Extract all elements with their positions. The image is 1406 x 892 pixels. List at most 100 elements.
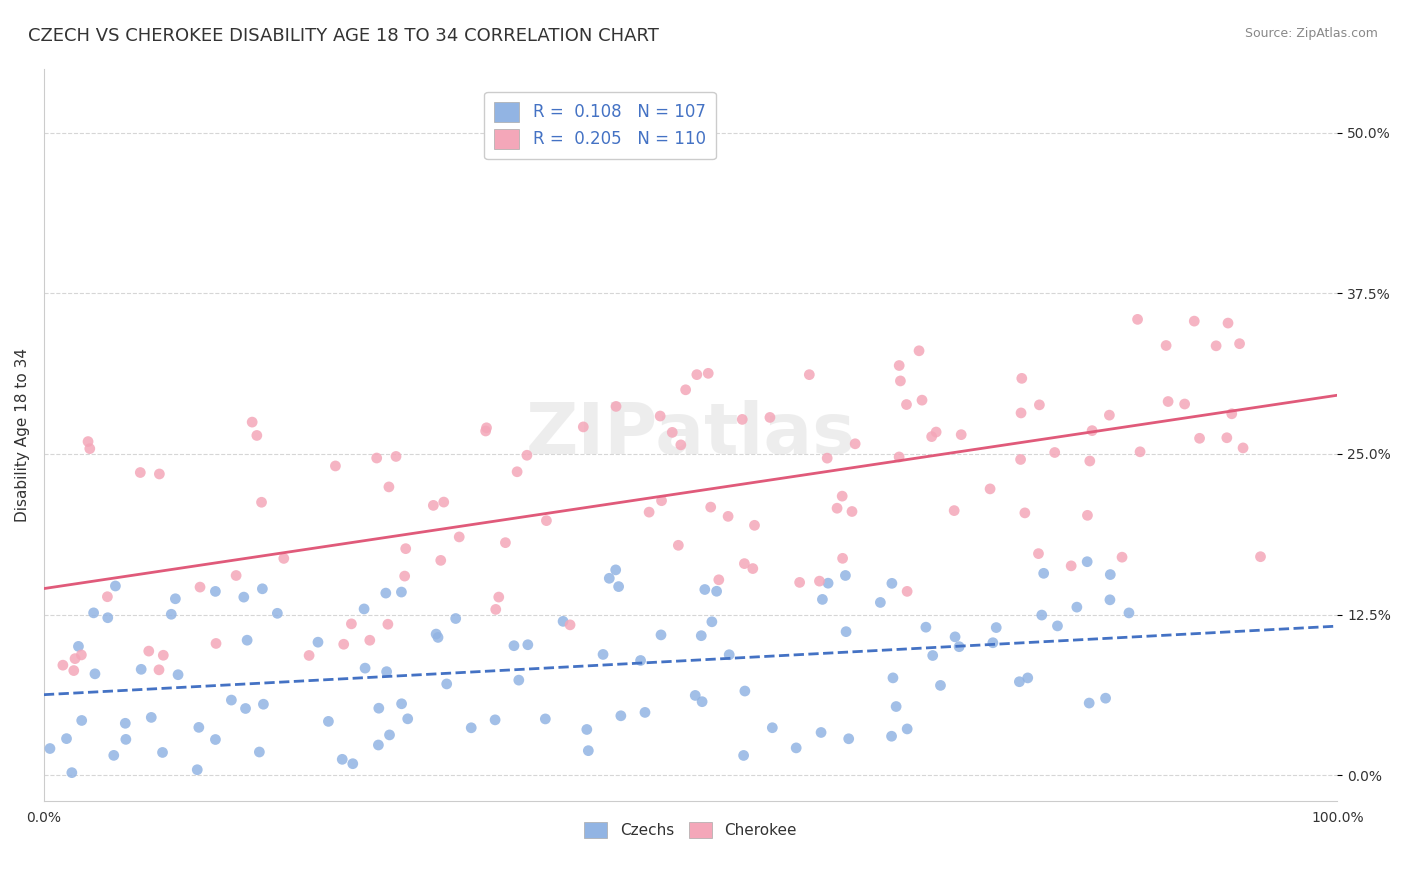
Point <box>63 651 86 665</box>
Point <box>225 568 247 582</box>
Point <box>1188 431 1211 445</box>
Point <box>1157 394 1180 409</box>
Point <box>799 368 821 382</box>
Point <box>880 576 903 591</box>
Point <box>700 615 723 629</box>
Point <box>1076 508 1098 523</box>
Point <box>693 582 716 597</box>
Point <box>1118 606 1140 620</box>
Point <box>374 586 396 600</box>
Point <box>429 553 451 567</box>
Point <box>205 636 228 650</box>
Point <box>690 629 713 643</box>
Point <box>1229 336 1251 351</box>
Point <box>67 640 90 654</box>
Point <box>138 644 160 658</box>
Point <box>96 590 118 604</box>
Point <box>391 697 413 711</box>
Point <box>318 714 340 729</box>
Point <box>247 745 270 759</box>
Point <box>204 584 226 599</box>
Point <box>1032 566 1054 581</box>
Point <box>1098 408 1121 422</box>
Point <box>950 427 973 442</box>
Point <box>1060 558 1083 573</box>
Point <box>1017 671 1039 685</box>
Point <box>70 714 93 728</box>
Point <box>534 712 557 726</box>
Point <box>460 721 482 735</box>
Point <box>485 602 508 616</box>
Point <box>880 729 903 743</box>
Point <box>232 590 254 604</box>
Point <box>889 374 911 388</box>
Point <box>1220 407 1243 421</box>
Point <box>1043 445 1066 459</box>
Point <box>1099 567 1122 582</box>
Point <box>340 616 363 631</box>
Point <box>152 648 174 663</box>
Point <box>396 712 419 726</box>
Point <box>378 480 401 494</box>
Point <box>929 678 952 692</box>
Point <box>1031 608 1053 623</box>
Point <box>52 658 75 673</box>
Point <box>1028 398 1050 412</box>
Point <box>160 607 183 622</box>
Point <box>810 725 832 739</box>
Point <box>246 428 269 442</box>
Point <box>1076 555 1098 569</box>
Point <box>188 580 211 594</box>
Point <box>986 621 1008 635</box>
Point <box>921 648 943 663</box>
Point <box>444 611 467 625</box>
Point <box>838 731 860 746</box>
Point <box>252 697 274 711</box>
Point <box>1078 454 1101 468</box>
Point <box>394 569 416 583</box>
Point <box>83 606 105 620</box>
Point <box>114 716 136 731</box>
Point <box>1174 397 1197 411</box>
Point <box>1081 424 1104 438</box>
Point <box>1028 547 1050 561</box>
Point <box>605 400 627 414</box>
Point <box>733 557 755 571</box>
Point <box>422 499 444 513</box>
Point <box>744 518 766 533</box>
Point <box>650 628 672 642</box>
Point <box>592 648 614 662</box>
Point <box>391 585 413 599</box>
Point <box>1098 592 1121 607</box>
Point <box>896 722 918 736</box>
Point <box>731 412 754 426</box>
Point <box>433 495 456 509</box>
Point <box>789 575 811 590</box>
Point <box>1126 312 1149 326</box>
Point <box>607 580 630 594</box>
Point <box>666 538 689 552</box>
Point <box>759 410 782 425</box>
Point <box>97 611 120 625</box>
Point <box>1216 431 1239 445</box>
Point <box>167 667 190 681</box>
Text: ZIPatlas: ZIPatlas <box>526 401 856 469</box>
Point <box>1066 600 1088 615</box>
Point <box>1129 444 1152 458</box>
Point <box>844 437 866 451</box>
Point <box>332 637 354 651</box>
Point <box>630 653 652 667</box>
Point <box>152 746 174 760</box>
Point <box>979 482 1001 496</box>
Point <box>449 530 471 544</box>
Point <box>675 383 697 397</box>
Point <box>103 748 125 763</box>
Point <box>697 367 720 381</box>
Point <box>915 620 938 634</box>
Point <box>104 579 127 593</box>
Point <box>717 509 740 524</box>
Point <box>669 438 692 452</box>
Point <box>825 501 848 516</box>
Point <box>598 571 620 585</box>
Point <box>811 592 834 607</box>
